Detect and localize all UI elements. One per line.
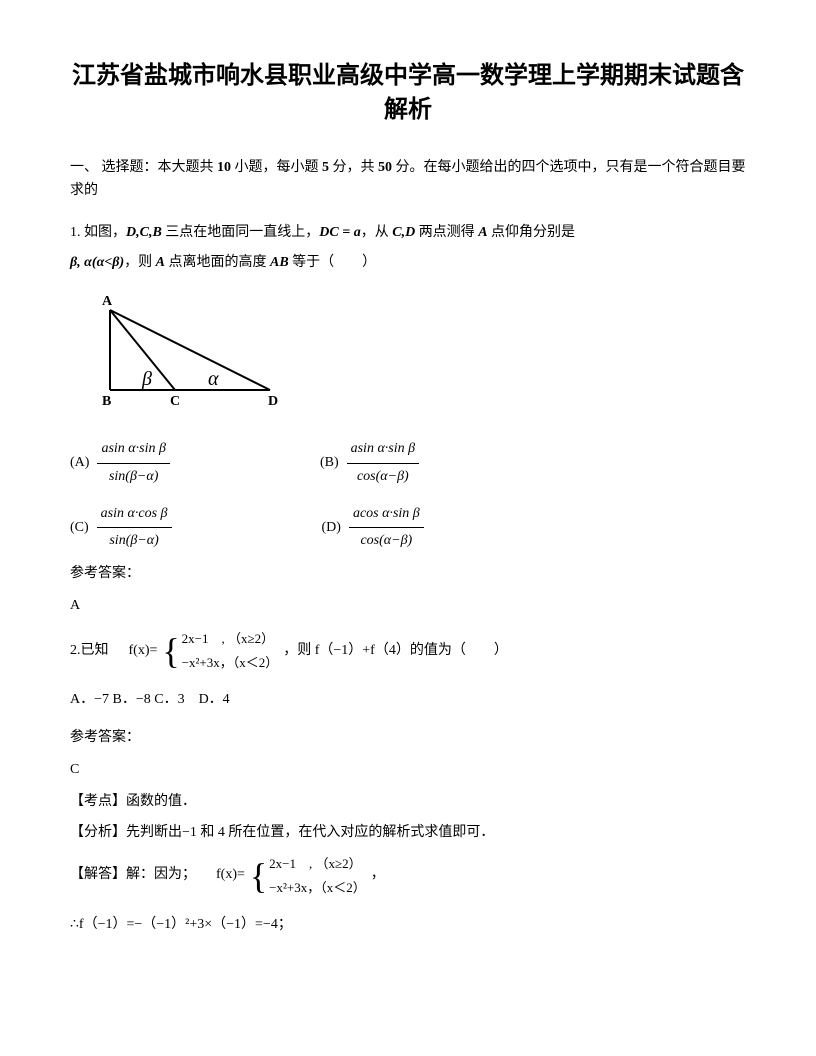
vertex-d-label: D xyxy=(268,394,278,409)
q1-text7: 点离地面的高度 xyxy=(165,255,270,270)
point-label: 【考点】 xyxy=(70,794,126,809)
option-c: (C) asin α·cos β sin(β−α) xyxy=(70,503,172,553)
q1-text4: 两点测得 xyxy=(415,225,478,240)
q1-text2: 三点在地面同一直线上， xyxy=(162,225,320,240)
q1-math5: β, α(α<β) xyxy=(70,255,124,270)
points-total: 50 xyxy=(378,160,392,175)
option-b: (B) asin α·sin β cos(α−β) xyxy=(320,438,419,488)
q2-answer-label: 参考答案： xyxy=(70,727,746,749)
q2-piece2: −x²+3x，（x＜2） xyxy=(182,651,279,674)
triangle-svg: A B C D β α xyxy=(90,290,290,410)
vertex-a-label: A xyxy=(102,294,113,309)
q1-math7: AB xyxy=(270,255,289,270)
q1-math1: D,C,B xyxy=(126,225,162,240)
q2-options: A．−7 B．−8 C．3 D．4 xyxy=(70,689,746,711)
page-title: 江苏省盐城市响水县职业高级中学高一数学理上学期期末试题含解析 xyxy=(70,60,746,127)
q2-num: 2. xyxy=(70,640,81,662)
solve-piece2: −x²+3x，（x＜2） xyxy=(269,876,366,899)
q1-text8: 等于（ ） xyxy=(289,255,377,270)
option-a-den: sin(β−α) xyxy=(105,464,162,488)
q1-math6: A xyxy=(156,255,165,270)
q1-text1: 如图， xyxy=(81,225,127,240)
q1-num: 1. xyxy=(70,225,81,240)
q1-math2: DC = a xyxy=(319,225,360,240)
option-d: (D) acos α·sin β cos(α−β) xyxy=(322,503,424,553)
q2-point: 【考点】函数的值． xyxy=(70,791,746,813)
option-a: (A) asin α·sin β sin(β−α) xyxy=(70,438,170,488)
solve-piece1: 2x−1 , （x≥2） xyxy=(269,852,366,875)
q2-piece1: 2x−1 , （x≥2） xyxy=(182,627,279,650)
question-count: 10 xyxy=(217,160,231,175)
solve-func-label: f(x)= xyxy=(216,864,245,886)
brace-icon: { xyxy=(162,633,179,669)
option-d-label: (D) xyxy=(322,517,341,539)
q2-answer: C xyxy=(70,759,746,781)
section-header: 一、 选择题：本大题共 10 小题，每小题 5 分，共 50 分。在每小题给出的… xyxy=(70,157,746,202)
q1-text3: ，从 xyxy=(361,225,393,240)
q1-answer: A xyxy=(70,595,746,617)
q2-text1: 已知 xyxy=(81,640,109,662)
brace-icon-2: { xyxy=(250,858,267,894)
q1-options-row2: (C) asin α·cos β sin(β−α) (D) acos α·sin… xyxy=(70,503,746,553)
section-mid1: 小题，每小题 xyxy=(231,160,322,175)
analysis-text: 先判断出−1 和 4 所在位置，在代入对应的解析式求值即可． xyxy=(126,825,494,840)
q2-solve-line2: ∴f（−1）=−（−1）²+3×（−1）=−4； xyxy=(70,914,746,936)
q2-piecewise: { 2x−1 , （x≥2） −x²+3x，（x＜2） xyxy=(162,627,278,674)
option-c-fraction: asin α·cos β sin(β−α) xyxy=(97,503,172,553)
option-d-fraction: acos α·sin β cos(α−β) xyxy=(349,503,424,553)
angle-beta-label: β xyxy=(141,368,152,390)
angle-alpha-label: α xyxy=(208,368,219,390)
vertex-b-label: B xyxy=(102,394,111,409)
option-c-num: asin α·cos β xyxy=(97,503,172,528)
section-mid2: 分，共 xyxy=(329,160,378,175)
q2-solve: 【解答】 解：因为； f(x)= { 2x−1 , （x≥2） −x²+3x，（… xyxy=(70,852,746,899)
q1-math4: A xyxy=(478,225,487,240)
solve-comma: ， xyxy=(371,864,385,886)
question-1: 1. 如图，D,C,B 三点在地面同一直线上，DC = a，从 C,D 两点测得… xyxy=(70,222,746,275)
q1-text6: ，则 xyxy=(124,255,156,270)
option-d-num: acos α·sin β xyxy=(349,503,424,528)
points-each: 5 xyxy=(322,160,329,175)
option-c-label: (C) xyxy=(70,517,89,539)
q1-math3: C,D xyxy=(392,225,415,240)
solve-label: 【解答】 xyxy=(70,864,126,886)
option-b-label: (B) xyxy=(320,452,339,474)
point-text: 函数的值． xyxy=(126,794,196,809)
q1-options-row1: (A) asin α·sin β sin(β−α) (B) asin α·sin… xyxy=(70,438,746,488)
q1-answer-label: 参考答案： xyxy=(70,563,746,585)
option-b-fraction: asin α·sin β cos(α−β) xyxy=(347,438,420,488)
option-b-den: cos(α−β) xyxy=(353,464,413,488)
option-a-num: asin α·sin β xyxy=(97,438,170,463)
analysis-label: 【分析】 xyxy=(70,825,126,840)
q2-func-label: f(x)= xyxy=(129,640,158,662)
solve-piecewise: { 2x−1 , （x≥2） −x²+3x，（x＜2） xyxy=(250,852,366,899)
solve-prefix: 解：因为； xyxy=(126,864,196,886)
q1-text5: 点仰角分别是 xyxy=(488,225,576,240)
option-b-num: asin α·sin β xyxy=(347,438,420,463)
section-prefix: 一、 选择题：本大题共 xyxy=(70,160,217,175)
option-a-label: (A) xyxy=(70,452,89,474)
option-a-fraction: asin α·sin β sin(β−α) xyxy=(97,438,170,488)
q2-text2: ，则 f（−1）+f（4）的值为（ ） xyxy=(283,640,508,662)
question-2: 2. 已知 f(x)= { 2x−1 , （x≥2） −x²+3x，（x＜2） … xyxy=(70,627,746,674)
option-d-den: cos(α−β) xyxy=(356,528,416,552)
q2-analysis: 【分析】先判断出−1 和 4 所在位置，在代入对应的解析式求值即可． xyxy=(70,822,746,844)
option-c-den: sin(β−α) xyxy=(105,528,162,552)
vertex-c-label: C xyxy=(170,394,180,409)
triangle-diagram: A B C D β α xyxy=(90,290,746,418)
